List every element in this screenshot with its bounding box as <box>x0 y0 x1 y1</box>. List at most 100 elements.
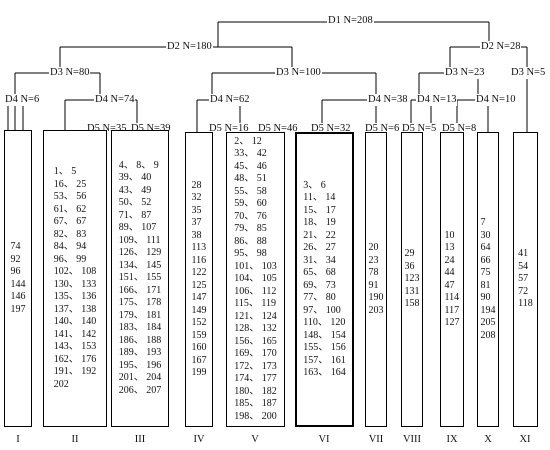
cluster-list-VII: 20 23 78 91 190 203 <box>369 242 384 317</box>
cluster-member-row: 159 <box>191 329 207 341</box>
cluster-member-row: 90 <box>480 292 491 303</box>
cluster-member-row: 45、 46 <box>234 160 267 172</box>
cluster-member-row: 86、 88 <box>234 235 267 247</box>
cluster-member-row: 54 <box>518 260 529 272</box>
node-d4-d: D4 N=38 <box>367 94 409 106</box>
cluster-list-VI: 3、 6 11、 14 15、 17 18、 19 21、 22 26、 27 31、 34… <box>303 180 346 380</box>
cluster-member-row: 13 <box>444 242 455 253</box>
cluster-member-row: 201、 204 <box>118 372 162 384</box>
cluster-box-V: 2、 12 33、 42 45、 46 48、 51 55、 58 59、 60 70、 7… <box>226 132 285 427</box>
node-d3-a: D3 N=80 <box>49 67 91 79</box>
cluster-member-row: 163、 164 <box>303 367 346 378</box>
cluster-list-V: 2、 12 33、 42 45、 46 48、 51 55、 58 59、 60 70、 7… <box>234 136 277 424</box>
cluster-member-row: 53、 56 <box>53 191 87 202</box>
cluster-member-row: 113 <box>191 242 207 253</box>
cluster-list-IX: 10 13 24 44 47 114 117 127 <box>445 230 460 330</box>
cluster-member-row: 91 <box>368 279 379 291</box>
cluster-member-row: 123 <box>404 273 420 285</box>
cluster-member-row: 148、 154 <box>303 329 346 341</box>
cluster-member-row: 155、 156 <box>303 342 346 353</box>
cluster-member-row: 47 <box>444 279 455 291</box>
cluster-member-row: 1、 5 <box>53 166 77 177</box>
cluster-box-IX: 10 13 24 44 47 114 117 127 <box>440 132 464 427</box>
cluster-member-row: 185、 187 <box>234 398 277 410</box>
cluster-member-row: 118 <box>518 298 533 310</box>
cluster-member-row: 82、 83 <box>53 228 87 240</box>
cluster-member-row: 39、 40 <box>118 172 152 184</box>
cluster-member-row: 61、 62 <box>53 203 87 215</box>
cluster-label-IX: IX <box>446 434 458 445</box>
cluster-member-row: 195、 196 <box>118 359 162 371</box>
cluster-member-row: 166、 171 <box>118 284 162 296</box>
cluster-member-row: 208 <box>480 329 496 341</box>
cluster-label-VI: VI <box>318 434 330 445</box>
cluster-member-row: 125 <box>191 279 207 291</box>
cluster-member-row: 75 <box>480 267 491 278</box>
cluster-member-row: 117 <box>444 304 460 316</box>
cluster-member-row: 37 <box>191 217 202 228</box>
cluster-member-row: 160 <box>191 342 207 353</box>
cluster-member-row: 147 <box>191 292 207 303</box>
cluster-member-row: 109、 111 <box>118 234 161 246</box>
cluster-member-row: 189、 193 <box>118 347 162 359</box>
cluster-member-row: 104、 105 <box>234 273 277 285</box>
cluster-label-II: II <box>71 434 79 445</box>
cluster-member-row: 65、 68 <box>303 267 336 278</box>
cluster-list-XI: 41 54 57 72 118 <box>518 248 533 311</box>
cluster-box-X: 7 30 64 66 75 81 90 194 205 208 <box>477 132 499 427</box>
cluster-member-row: 20 <box>368 242 379 253</box>
cluster-member-row: 96 <box>10 266 21 277</box>
cluster-member-row: 116 <box>191 254 207 266</box>
cluster-member-row: 74 <box>10 241 21 252</box>
cluster-member-row: 10 <box>444 229 455 241</box>
cluster-member-row: 146 <box>10 291 26 302</box>
cluster-label-XI: XI <box>519 434 531 445</box>
cluster-member-row: 197 <box>10 303 26 315</box>
cluster-member-row: 15、 17 <box>303 204 336 216</box>
cluster-member-row: 151、 155 <box>118 272 162 284</box>
cluster-box-III: 4、 8、 9 39、 40 43、 49 50、 52 71、 87 89、 107 10… <box>111 130 169 427</box>
cluster-member-row: 77、 80 <box>303 292 336 303</box>
cluster-label-VII: VII <box>368 434 384 445</box>
cluster-member-row: 44 <box>444 267 455 278</box>
cluster-box-XI: 41 54 57 72 118 <box>513 132 538 427</box>
cluster-member-row: 128、 132 <box>234 323 277 335</box>
cluster-member-row: 70、 76 <box>234 210 267 222</box>
cluster-member-row: 16、 25 <box>53 178 87 190</box>
cluster-member-row: 152 <box>191 317 207 328</box>
cluster-member-row: 141、 142 <box>53 328 97 340</box>
cluster-member-row: 29 <box>404 248 415 260</box>
cluster-member-row: 190 <box>368 292 384 303</box>
cluster-member-row: 106、 112 <box>234 285 277 297</box>
node-d2-left: D2 N=180 <box>166 41 213 53</box>
cluster-member-row: 36 <box>404 260 415 272</box>
cluster-member-row: 130、 133 <box>53 278 97 290</box>
cluster-member-row: 48、 51 <box>234 173 267 185</box>
cluster-member-row: 172、 173 <box>234 360 277 372</box>
cluster-member-row: 134、 145 <box>118 259 162 271</box>
cluster-member-row: 21、 22 <box>303 229 336 241</box>
node-d4-f: D4 N=10 <box>475 94 517 106</box>
cluster-member-row: 174、 177 <box>234 373 277 385</box>
cluster-member-row: 11、 14 <box>303 192 336 203</box>
cluster-member-row: 67、 67 <box>53 216 87 227</box>
cluster-box-II: 1、 5 16、 25 53、 56 61、 62 67、 67 82、 83 84、 94… <box>43 130 107 427</box>
cluster-member-row: 78 <box>368 267 379 278</box>
cluster-member-row: 38 <box>191 229 202 241</box>
cluster-member-row: 183、 184 <box>118 322 162 334</box>
cluster-member-row: 4、 8、 9 <box>118 159 159 171</box>
cluster-label-I: I <box>16 434 20 445</box>
cluster-member-row: 84、 94 <box>53 241 87 252</box>
cluster-member-row: 81 <box>480 279 491 291</box>
cluster-member-row: 179、 181 <box>118 309 162 321</box>
cluster-member-row: 167 <box>191 354 207 366</box>
cluster-member-row: 114 <box>444 292 460 303</box>
cluster-member-row: 158 <box>404 298 420 310</box>
cluster-member-row: 135、 136 <box>53 291 97 302</box>
cluster-member-row: 26、 27 <box>303 242 336 253</box>
node-d4-a: D4 N=6 <box>4 94 41 106</box>
cluster-box-I: 74 92 96 144 146 197 <box>4 130 32 427</box>
cluster-member-row: 110、 120 <box>303 317 346 328</box>
cluster-member-row: 140、 140 <box>53 316 97 327</box>
cluster-member-row: 202 <box>53 378 69 390</box>
